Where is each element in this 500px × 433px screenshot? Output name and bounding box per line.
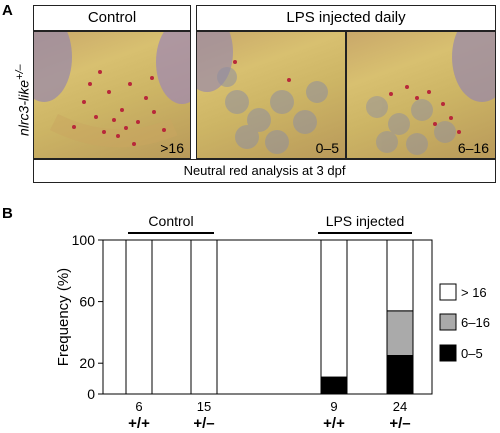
legend-label: 6–16 (461, 315, 490, 330)
photo-lps-low-image (197, 32, 328, 154)
sample-count: 24 (393, 399, 407, 414)
y-tick-label: 0 (87, 386, 95, 402)
genotype-name: nlrc3-like (15, 79, 32, 136)
photo-lps-mid-score: 6–16 (457, 140, 489, 156)
plot-frame (102, 239, 433, 395)
group-label: LPS injected (326, 213, 405, 229)
group-label: Control (148, 213, 193, 229)
bar-segment (386, 310, 414, 356)
photo-lps-mid: 6–16 (346, 31, 496, 159)
panel-a-letter: A (2, 2, 13, 19)
y-tick-label: 60 (79, 294, 95, 310)
footer-caption: Neutral red analysis at 3 dpf (33, 159, 496, 183)
bar-segment (320, 376, 348, 395)
genotype-category: +/+ (323, 415, 345, 432)
genotype-superscript: +/– (14, 64, 26, 80)
bar-segment (190, 239, 218, 395)
legend-label: 0–5 (461, 346, 483, 361)
header-lps: LPS injected daily (196, 5, 496, 31)
photo-control: >16 (33, 31, 191, 159)
y-tick-label: 100 (72, 232, 96, 248)
bar-segment (386, 355, 414, 395)
bar-segment (320, 239, 348, 378)
photo-control-score: >16 (160, 140, 184, 156)
sample-count: 15 (197, 399, 211, 414)
legend-swatch (439, 344, 457, 362)
sample-count: 6 (135, 399, 142, 414)
legend-swatch (439, 283, 457, 301)
y-tick-label: 20 (79, 355, 95, 371)
photo-control-image (34, 32, 190, 148)
bar-segment (125, 239, 153, 395)
y-axis-label: Frequency (%) (55, 268, 72, 366)
panel-b-letter: B (2, 205, 13, 222)
genotype-category: +/+ (128, 415, 150, 432)
legend-label: > 16 (461, 285, 487, 300)
bar-segment (386, 239, 414, 312)
genotype-category: +/– (193, 415, 214, 432)
genotype-category: +/– (389, 415, 410, 432)
genotype-label: nlrc3-like+/– (14, 64, 32, 136)
photo-lps-low-score: 0–5 (315, 140, 339, 156)
photo-lps-low: 0–5 (196, 31, 346, 159)
photo-lps-mid-image (366, 32, 495, 155)
legend-swatch (439, 313, 457, 331)
header-control: Control (33, 5, 191, 31)
sample-count: 9 (330, 399, 337, 414)
